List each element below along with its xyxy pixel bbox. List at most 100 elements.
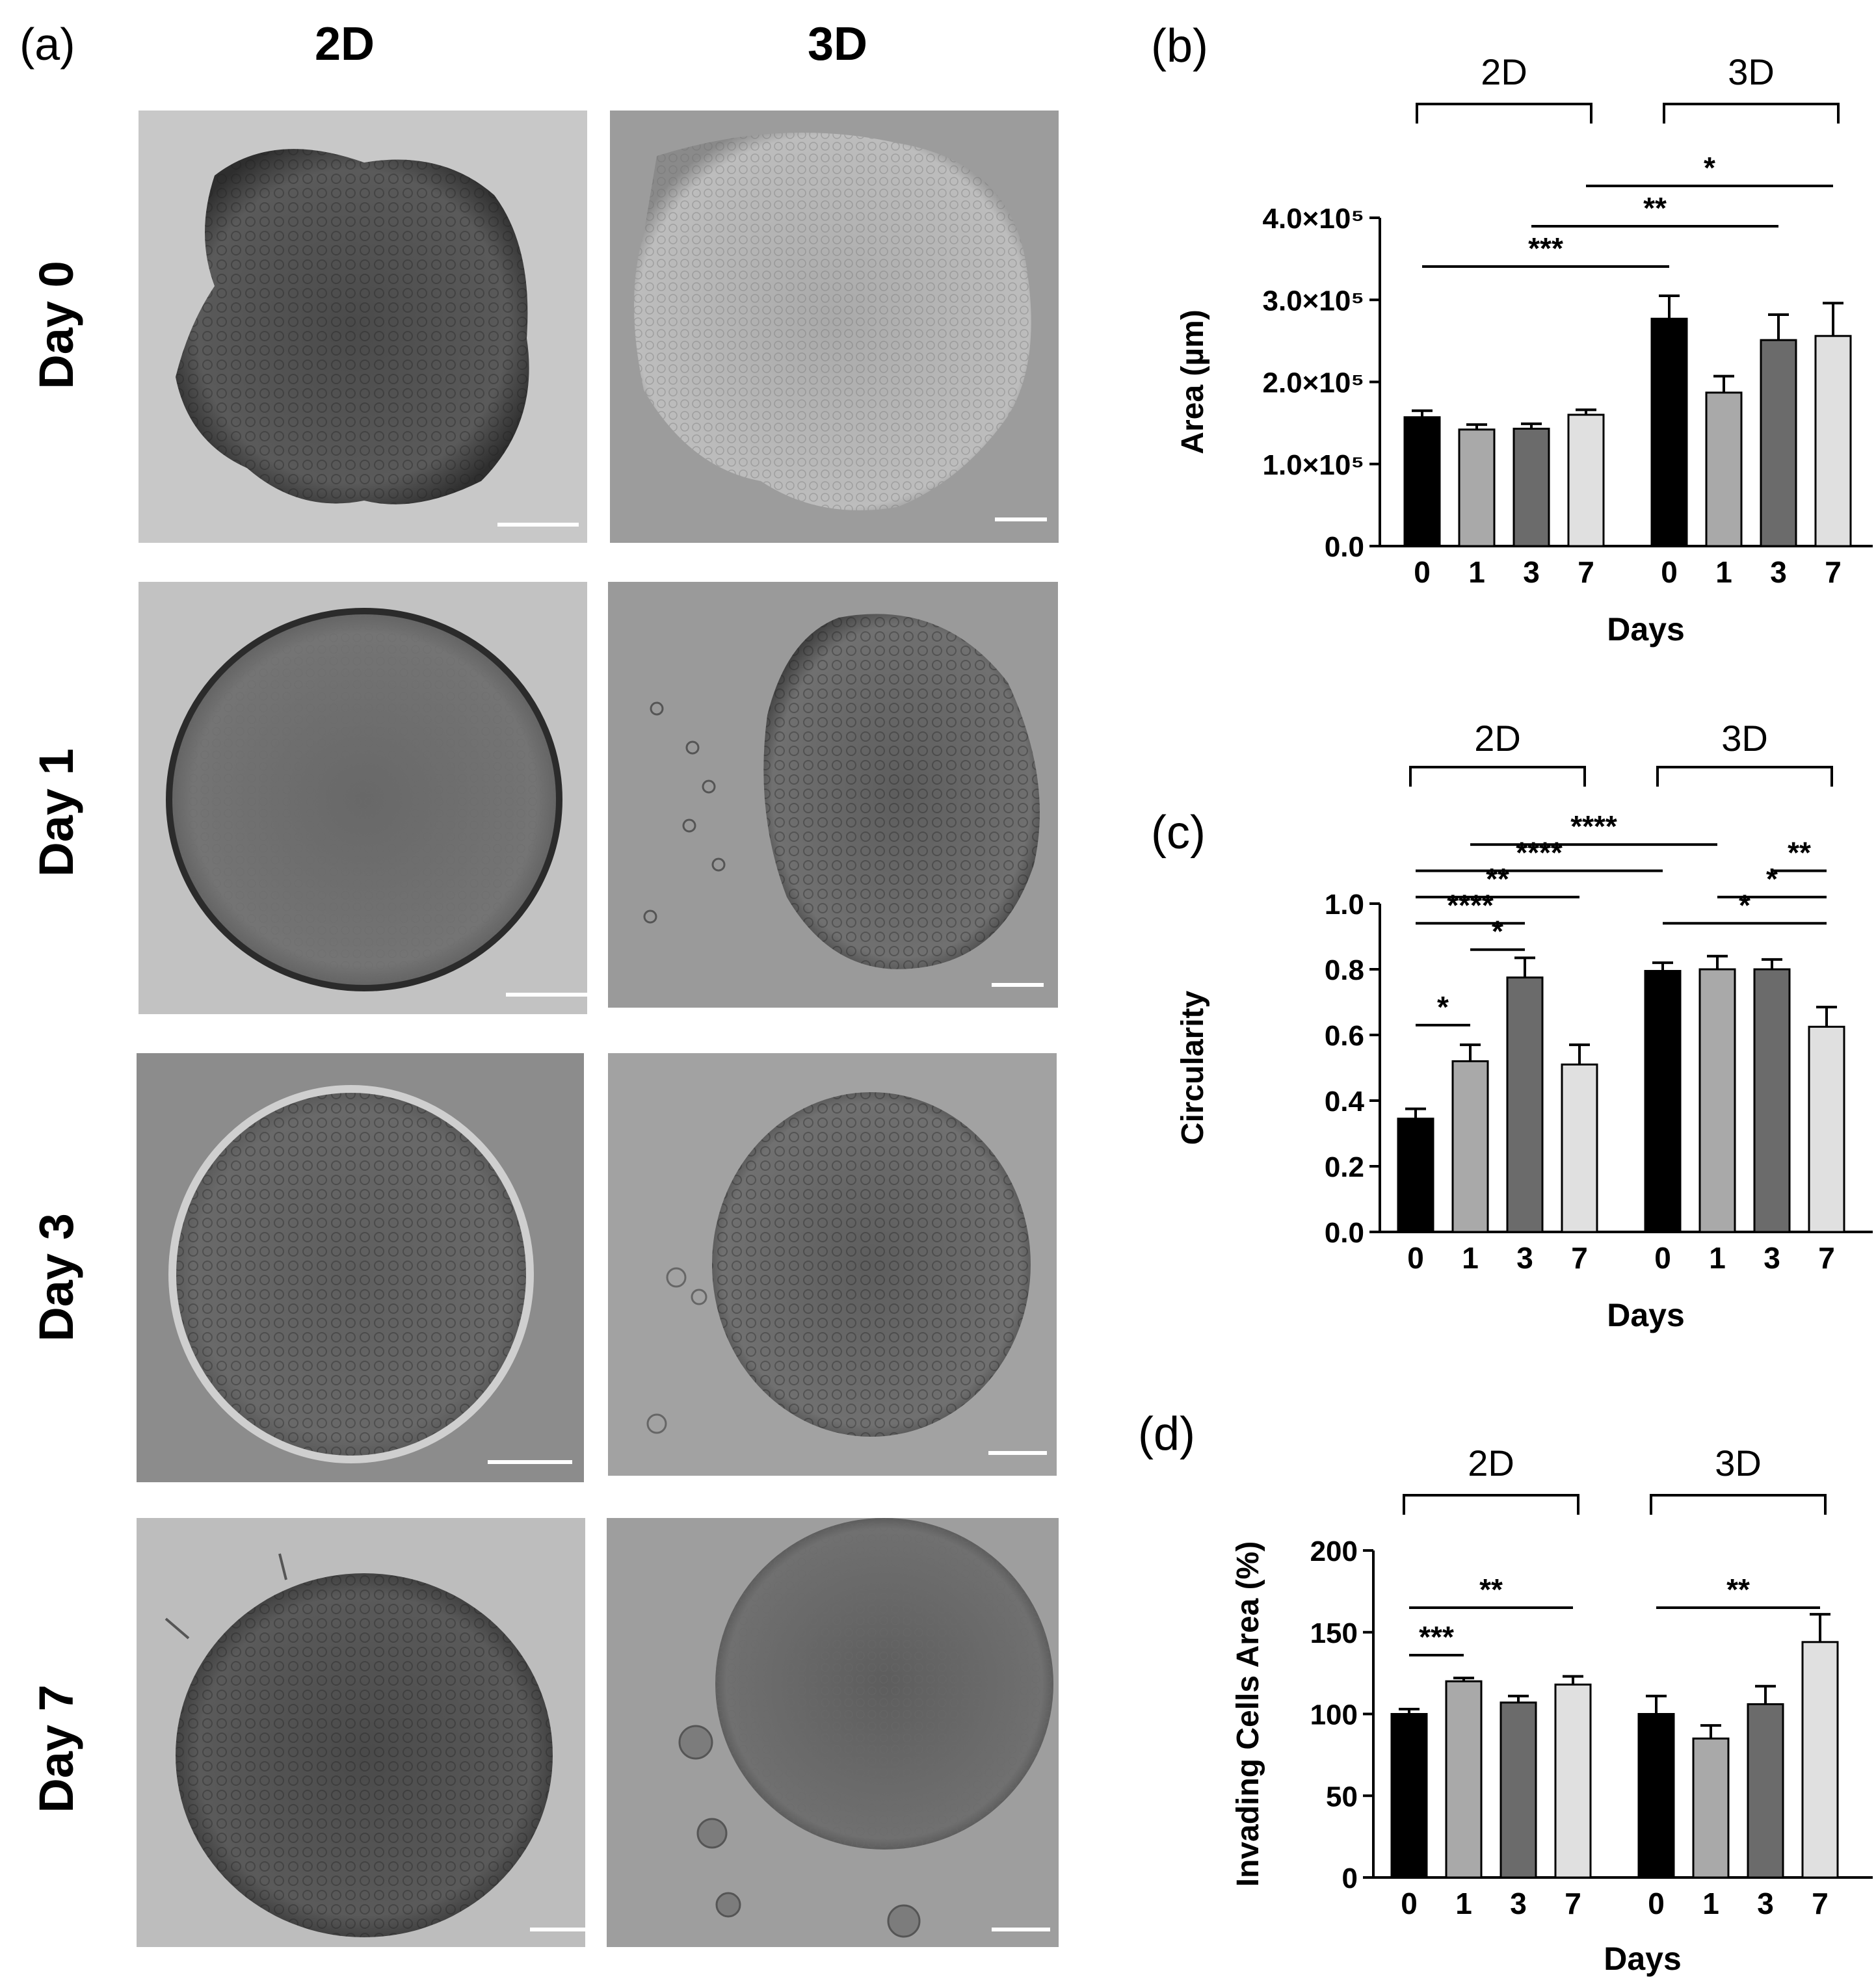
significance-label: *** (1419, 1620, 1454, 1654)
significance-label: ** (1726, 1573, 1750, 1606)
bar (1644, 970, 1682, 1233)
x-tick-label: 1 (1715, 555, 1732, 589)
y-tick-label: 200 (1310, 1536, 1358, 1567)
micrograph-3d-day3 (608, 1053, 1057, 1476)
group-label: 3D (1721, 718, 1768, 759)
group-label: 2D (1468, 1443, 1514, 1484)
bar (1692, 1737, 1730, 1879)
bar (1567, 413, 1605, 547)
bar (1445, 1680, 1483, 1879)
col-header-3d: 3D (808, 18, 867, 70)
x-tick-label: 3 (1770, 555, 1787, 589)
micrograph-3d-day0 (610, 111, 1059, 543)
bar (1705, 391, 1743, 547)
x-tick-label: 7 (1825, 555, 1842, 589)
y-tick-label: 0.0 (1325, 531, 1364, 563)
y-tick-label: 100 (1310, 1699, 1358, 1731)
x-tick-label: 3 (1764, 1241, 1780, 1275)
group-label: 2D (1474, 718, 1521, 759)
micrograph-3d-day7 (607, 1518, 1059, 1947)
micrograph-2d-day1 (139, 582, 587, 1014)
x-tick-label: 0 (1648, 1887, 1665, 1920)
x-tick-label: 1 (1468, 555, 1485, 589)
micrograph-2d-day0 (139, 111, 587, 543)
bar (1814, 335, 1852, 547)
significance-label: * (1437, 990, 1449, 1024)
bar (1637, 1713, 1675, 1879)
bar (1753, 968, 1791, 1233)
y-axis-label: Invading Cells Area (%) (1231, 1541, 1265, 1887)
bar (1451, 1060, 1489, 1233)
x-tick-label: 7 (1812, 1887, 1829, 1920)
y-tick-label: 150 (1310, 1617, 1358, 1649)
y-axis-label: Circularity (1176, 990, 1210, 1145)
y-tick-label: 3.0×10⁵ (1263, 285, 1364, 317)
y-tick-label: 50 (1326, 1781, 1358, 1812)
bar (1458, 428, 1496, 547)
significance-label: ** (1486, 862, 1509, 896)
significance-label: **** (1516, 836, 1563, 870)
bar (1801, 1641, 1839, 1879)
y-tick-label: 0.6 (1325, 1020, 1364, 1052)
significance-label: **** (1447, 888, 1494, 922)
chart-invading-cells: (d) 0 50 100 150 200 Invading Cells Area (%) 0 1… (1138, 1408, 1873, 1977)
x-tick-label: 1 (1702, 1887, 1719, 1920)
y-tick-label: 1.0×10⁵ (1263, 449, 1364, 481)
x-tick-label: 1 (1709, 1241, 1726, 1275)
bar (1650, 317, 1688, 547)
row-label-day7: Day 7 (29, 1684, 83, 1812)
significance-label: * (1704, 151, 1715, 185)
chart-area: (b) 0.0 1.0×10⁵ 2.0×10⁵ 3.0×10⁵ 4.0×10⁵ Area (… (1151, 20, 1873, 647)
micrograph-3d-day1 (608, 582, 1058, 1008)
significance-label: ** (1788, 836, 1811, 870)
group-bracket (1663, 103, 1840, 124)
y-tick-label: 0.4 (1325, 1086, 1365, 1118)
x-axis-label: Days (1607, 611, 1685, 647)
x-tick-label: 7 (1565, 1887, 1581, 1920)
bar (1760, 339, 1797, 547)
bar (1390, 1713, 1428, 1879)
x-tick-label: 7 (1571, 1241, 1588, 1275)
bar (1561, 1063, 1598, 1233)
group-bracket (1650, 1494, 1827, 1515)
bar (1513, 427, 1550, 547)
significance-label: * (1739, 888, 1750, 922)
x-tick-label: 3 (1516, 1241, 1533, 1275)
x-tick-label: 0 (1401, 1887, 1418, 1920)
bar (1808, 1025, 1845, 1233)
group-bracket (1409, 766, 1586, 787)
row-label-day0: Day 0 (29, 261, 83, 389)
x-tick-label: 1 (1455, 1887, 1472, 1920)
bar (1698, 968, 1736, 1233)
bar (1397, 1118, 1434, 1233)
x-tick-label: 3 (1757, 1887, 1774, 1920)
x-tick-label: 3 (1523, 555, 1540, 589)
group-bracket (1416, 103, 1592, 124)
group-bracket (1403, 1494, 1579, 1515)
group-label: 3D (1728, 51, 1775, 92)
row-label-day1: Day 1 (29, 748, 83, 876)
y-tick-label: 0 (1342, 1863, 1358, 1894)
group-bracket (1656, 766, 1833, 787)
col-header-2d: 2D (315, 18, 375, 70)
y-tick-label: 0.2 (1325, 1151, 1364, 1183)
significance-label: *** (1528, 231, 1563, 265)
significance-label: ** (1643, 191, 1667, 225)
group-label: 3D (1715, 1443, 1762, 1484)
y-tick-label: 0.8 (1325, 954, 1364, 986)
x-tick-label: 1 (1462, 1241, 1479, 1275)
y-tick-label: 2.0×10⁵ (1263, 367, 1364, 399)
chart-circularity: (c) 0.0 0.2 0.4 0.6 0.8 1.0 Circularity 0 1 3 7 2D 0 1… (1151, 718, 1873, 1333)
bar (1747, 1703, 1784, 1879)
x-tick-label: 0 (1407, 1241, 1424, 1275)
micrograph-2d-day3 (137, 1053, 584, 1482)
row-label-day3: Day 3 (29, 1213, 83, 1341)
x-tick-label: 7 (1578, 555, 1594, 589)
significance-label: * (1766, 862, 1778, 896)
bar (1499, 1701, 1537, 1879)
panel-a-label: (a) (20, 19, 75, 70)
panel-label: (c) (1151, 807, 1206, 859)
panel-label: (d) (1138, 1408, 1195, 1460)
bar (1403, 416, 1441, 547)
